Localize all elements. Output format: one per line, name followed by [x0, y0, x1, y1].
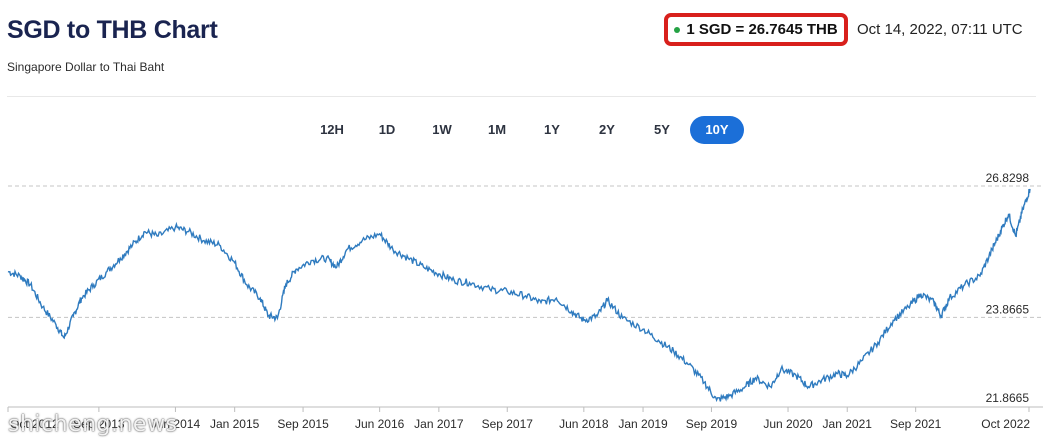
x-tick-label: Jan 2019 — [618, 417, 668, 431]
x-tick-label: Sep 2015 — [277, 417, 329, 431]
tab-12h[interactable]: 12H — [320, 122, 344, 137]
page-subtitle: Singapore Dollar to Thai Baht — [7, 60, 165, 74]
page-title: SGD to THB Chart — [7, 16, 218, 44]
y-axis-labels: 26.8298 23.8665 21.8665 — [986, 171, 1030, 405]
x-tick-label: Jun 2016 — [355, 417, 405, 431]
header-divider — [7, 96, 1036, 97]
current-rate-text: 1 SGD = 26.7645 THB — [686, 21, 838, 38]
x-tick-label: Oct 2012 — [10, 417, 59, 431]
x-tick-label: Jan 2015 — [210, 417, 260, 431]
tab-1y[interactable]: 1Y — [544, 122, 560, 137]
y-tick-label: 26.8298 — [986, 171, 1030, 185]
watermark: shicheng.news — [8, 412, 178, 437]
time-range-tabs: 12H 1D 1W 1M 1Y 2Y 5Y 10Y — [305, 116, 745, 144]
rate-timestamp: Oct 14, 2022, 07:11 UTC — [857, 21, 1023, 38]
x-tick-label: Jan 2021 — [823, 417, 873, 431]
y-tick-label: 23.8665 — [986, 302, 1030, 316]
x-tick-label: Sep 2013 — [73, 417, 125, 431]
x-tick-label: Jun 2018 — [559, 417, 609, 431]
x-axis-labels: Oct 2012 Sep 2013 Jun 2014 Jan 2015 Sep 2015… — [7, 407, 1030, 431]
tab-2y[interactable]: 2Y — [599, 122, 615, 137]
current-rate-box: 1 SGD = 26.7645 THB — [664, 13, 848, 46]
x-tick-label: Sep 2019 — [686, 417, 738, 431]
x-tick-label: Jun 2014 — [151, 417, 201, 431]
tab-1w[interactable]: 1W — [432, 122, 452, 137]
x-tick-label: Jan 2017 — [414, 417, 464, 431]
x-tick-label: Sep 2017 — [482, 417, 534, 431]
tab-10y[interactable]: 10Y — [690, 116, 744, 144]
exchange-rate-chart: 26.8298 23.8665 21.8665 Oct 2012 Sep 2013 Ju… — [7, 171, 1043, 431]
tab-1d[interactable]: 1D — [378, 122, 396, 137]
rate-series-line — [7, 188, 1031, 403]
tab-5y[interactable]: 5Y — [654, 122, 670, 137]
tab-1m[interactable]: 1M — [487, 122, 507, 137]
x-tick-label: Jun 2020 — [763, 417, 813, 431]
live-status-icon — [674, 26, 681, 33]
x-tick-label: Sep 2021 — [890, 417, 942, 431]
y-tick-label: 21.8665 — [986, 391, 1030, 405]
chart-grid — [8, 185, 1043, 318]
x-tick-label: Oct 2022 — [981, 417, 1030, 431]
